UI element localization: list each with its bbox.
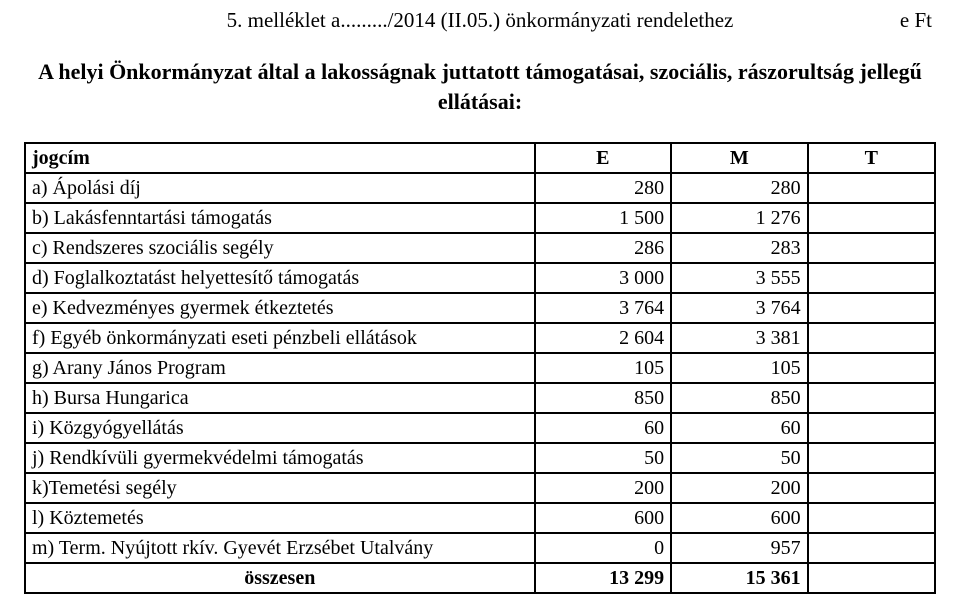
row-m: 1 276 bbox=[671, 203, 808, 233]
row-label: k)Temetési segély bbox=[25, 473, 535, 503]
row-t bbox=[808, 443, 935, 473]
row-m: 60 bbox=[671, 413, 808, 443]
row-m: 3 555 bbox=[671, 263, 808, 293]
row-label: a) Ápolási díj bbox=[25, 173, 535, 203]
table-row: b) Lakásfenntartási támogatás1 5001 276 bbox=[25, 203, 935, 233]
table-total-row: összesen13 29915 361 bbox=[25, 563, 935, 593]
table-row: j) Rendkívüli gyermekvédelmi támogatás50… bbox=[25, 443, 935, 473]
row-t bbox=[808, 383, 935, 413]
header-unit: e Ft bbox=[900, 8, 932, 33]
table-row: g) Arany János Program105105 bbox=[25, 353, 935, 383]
row-m: 105 bbox=[671, 353, 808, 383]
row-label: c) Rendszeres szociális segély bbox=[25, 233, 535, 263]
table-row: l) Köztemetés600600 bbox=[25, 503, 935, 533]
row-m: 280 bbox=[671, 173, 808, 203]
row-e: 3 000 bbox=[535, 263, 672, 293]
col-jogcim: jogcím bbox=[25, 143, 535, 173]
table-row: c) Rendszeres szociális segély286283 bbox=[25, 233, 935, 263]
row-t bbox=[808, 353, 935, 383]
row-t bbox=[808, 323, 935, 353]
table-header-row: jogcím E M T bbox=[25, 143, 935, 173]
row-e: 60 bbox=[535, 413, 672, 443]
table-row: m) Term. Nyújtott rkív. Gyevét Erzsébet … bbox=[25, 533, 935, 563]
row-t bbox=[808, 473, 935, 503]
row-e: 286 bbox=[535, 233, 672, 263]
row-label: m) Term. Nyújtott rkív. Gyevét Erzsébet … bbox=[25, 533, 535, 563]
table-row: h) Bursa Hungarica850850 bbox=[25, 383, 935, 413]
row-label: f) Egyéb önkormányzati eseti pénzbeli el… bbox=[25, 323, 535, 353]
table-row: a) Ápolási díj280280 bbox=[25, 173, 935, 203]
row-e: 600 bbox=[535, 503, 672, 533]
row-t bbox=[808, 173, 935, 203]
row-m: 3 381 bbox=[671, 323, 808, 353]
row-label: d) Foglalkoztatást helyettesítő támogatá… bbox=[25, 263, 535, 293]
table-row: f) Egyéb önkormányzati eseti pénzbeli el… bbox=[25, 323, 935, 353]
row-m: 50 bbox=[671, 443, 808, 473]
row-t bbox=[808, 533, 935, 563]
row-t bbox=[808, 413, 935, 443]
row-label: g) Arany János Program bbox=[25, 353, 535, 383]
title-line-1: A helyi Önkormányzat által a lakosságnak… bbox=[24, 57, 936, 87]
row-label: i) Közgyógyellátás bbox=[25, 413, 535, 443]
title-line-2: ellátásai: bbox=[24, 87, 936, 117]
row-e: 105 bbox=[535, 353, 672, 383]
row-e: 1 500 bbox=[535, 203, 672, 233]
row-label: j) Rendkívüli gyermekvédelmi támogatás bbox=[25, 443, 535, 473]
row-m: 200 bbox=[671, 473, 808, 503]
col-e: E bbox=[535, 143, 672, 173]
row-t bbox=[808, 203, 935, 233]
table-row: k)Temetési segély200200 bbox=[25, 473, 935, 503]
row-label: h) Bursa Hungarica bbox=[25, 383, 535, 413]
total-e: 13 299 bbox=[535, 563, 672, 593]
total-label: összesen bbox=[25, 563, 535, 593]
row-e: 850 bbox=[535, 383, 672, 413]
data-table: jogcím E M T a) Ápolási díj280280b) Laká… bbox=[24, 142, 936, 594]
row-m: 600 bbox=[671, 503, 808, 533]
row-m: 283 bbox=[671, 233, 808, 263]
total-t bbox=[808, 563, 935, 593]
row-label: b) Lakásfenntartási támogatás bbox=[25, 203, 535, 233]
col-m: M bbox=[671, 143, 808, 173]
row-t bbox=[808, 293, 935, 323]
document-title: A helyi Önkormányzat által a lakosságnak… bbox=[24, 57, 936, 116]
table-row: i) Közgyógyellátás6060 bbox=[25, 413, 935, 443]
row-e: 2 604 bbox=[535, 323, 672, 353]
table-row: e) Kedvezményes gyermek étkeztetés3 7643… bbox=[25, 293, 935, 323]
row-t bbox=[808, 503, 935, 533]
row-e: 50 bbox=[535, 443, 672, 473]
total-m: 15 361 bbox=[671, 563, 808, 593]
col-t: T bbox=[808, 143, 935, 173]
row-e: 200 bbox=[535, 473, 672, 503]
header-center: 5. melléklet a........./2014 (II.05.) ön… bbox=[24, 8, 936, 33]
row-m: 3 764 bbox=[671, 293, 808, 323]
row-e: 0 bbox=[535, 533, 672, 563]
row-label: e) Kedvezményes gyermek étkeztetés bbox=[25, 293, 535, 323]
table-row: d) Foglalkoztatást helyettesítő támogatá… bbox=[25, 263, 935, 293]
row-label: l) Köztemetés bbox=[25, 503, 535, 533]
row-e: 3 764 bbox=[535, 293, 672, 323]
row-m: 850 bbox=[671, 383, 808, 413]
row-t bbox=[808, 263, 935, 293]
row-e: 280 bbox=[535, 173, 672, 203]
row-t bbox=[808, 233, 935, 263]
row-m: 957 bbox=[671, 533, 808, 563]
